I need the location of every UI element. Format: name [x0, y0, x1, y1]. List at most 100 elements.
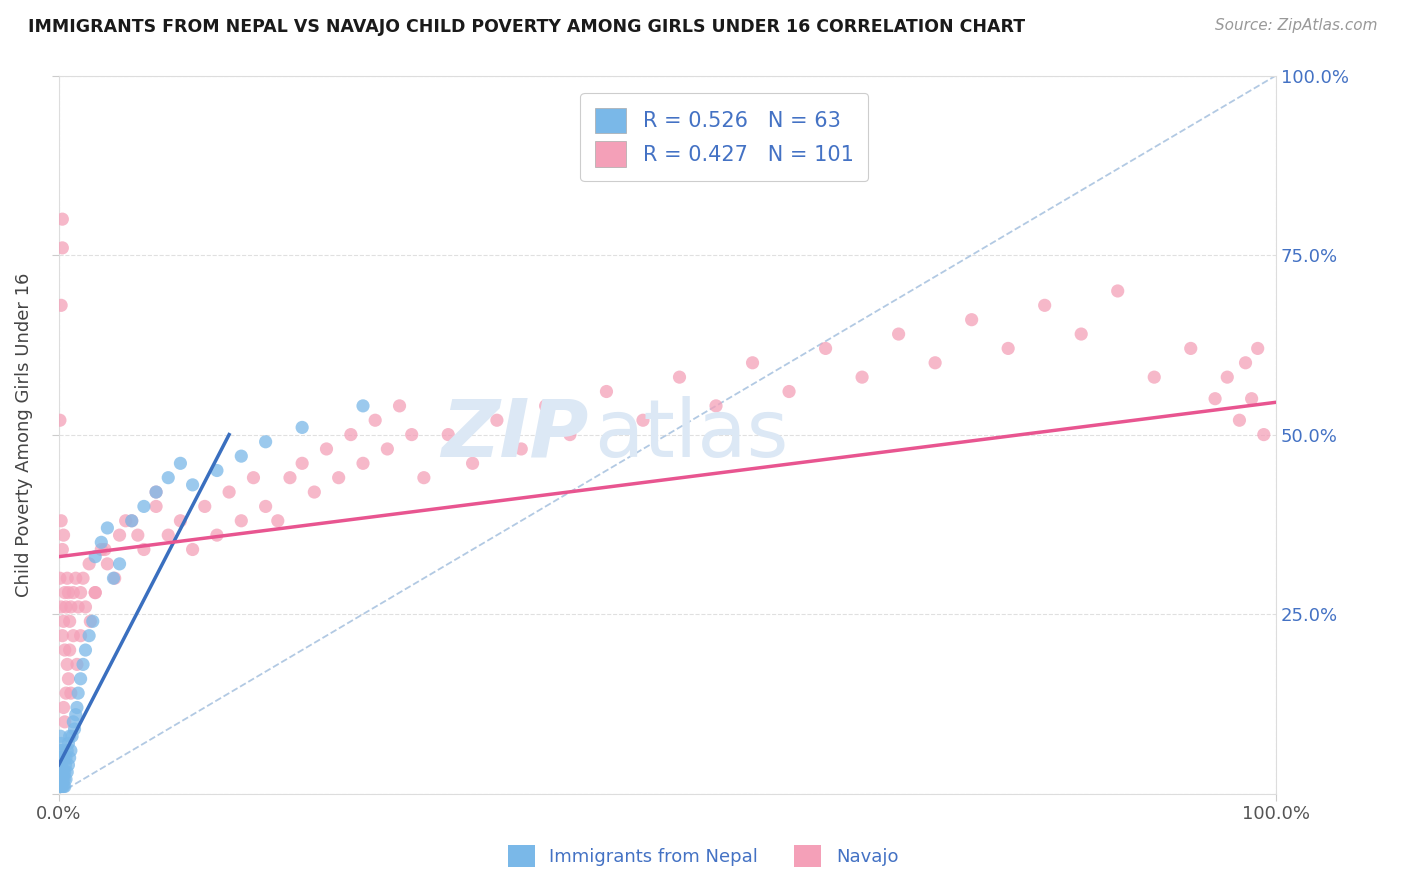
Point [205, 528, 228, 542]
Point [96, 557, 118, 571]
Point [121, 514, 143, 528]
Point [388, 399, 411, 413]
Point [55, 686, 77, 700]
Point [49, 780, 72, 794]
Point [461, 456, 484, 470]
Point [51, 780, 73, 794]
Point [49, 751, 72, 765]
Legend: R = 0.526   N = 63, R = 0.427   N = 101: R = 0.526 N = 63, R = 0.427 N = 101 [581, 93, 869, 181]
Point [401, 427, 423, 442]
Point [704, 399, 727, 413]
Point [352, 399, 374, 413]
Point [145, 500, 167, 514]
Point [103, 571, 125, 585]
Point [231, 514, 253, 528]
Point [169, 514, 191, 528]
Point [63, 722, 86, 736]
Point [315, 442, 337, 456]
Point [558, 427, 581, 442]
Point [121, 514, 143, 528]
Point [267, 514, 290, 528]
Point [69, 672, 91, 686]
Point [778, 384, 800, 399]
Point [181, 478, 204, 492]
Point [65, 707, 87, 722]
Point [1180, 342, 1202, 356]
Point [52, 765, 75, 780]
Point [48, 772, 70, 787]
Point [49, 758, 72, 772]
Point [437, 427, 460, 442]
Point [52, 528, 75, 542]
Point [52, 772, 75, 787]
Point [412, 471, 434, 485]
Point [51, 743, 73, 757]
Point [254, 434, 277, 449]
Point [55, 751, 77, 765]
Point [69, 629, 91, 643]
Point [377, 442, 399, 456]
Point [291, 420, 314, 434]
Point [510, 442, 533, 456]
Text: ZIP: ZIP [441, 395, 588, 474]
Point [127, 528, 149, 542]
Point [53, 714, 76, 729]
Point [132, 500, 155, 514]
Text: IMMIGRANTS FROM NEPAL VS NAVAJO CHILD POVERTY AMONG GIRLS UNDER 16 CORRELATION C: IMMIGRANTS FROM NEPAL VS NAVAJO CHILD PO… [28, 18, 1025, 36]
Point [62, 585, 84, 599]
Point [108, 557, 131, 571]
Point [49, 514, 72, 528]
Point [218, 485, 240, 500]
Point [181, 542, 204, 557]
Point [65, 571, 87, 585]
Point [1107, 284, 1129, 298]
Point [814, 342, 837, 356]
Point [278, 471, 301, 485]
Point [84, 549, 107, 564]
Point [631, 413, 654, 427]
Point [205, 463, 228, 477]
Point [52, 780, 75, 794]
Point [924, 356, 946, 370]
Point [132, 542, 155, 557]
Point [49, 413, 72, 427]
Point [1253, 427, 1275, 442]
Point [90, 542, 112, 557]
Point [997, 342, 1019, 356]
Point [52, 751, 75, 765]
Point [1247, 342, 1270, 356]
Point [67, 599, 90, 614]
Point [51, 772, 73, 787]
Point [75, 599, 97, 614]
Point [352, 456, 374, 470]
Point [49, 780, 72, 794]
Point [51, 542, 73, 557]
Point [108, 528, 131, 542]
Point [59, 615, 82, 629]
Point [59, 686, 82, 700]
Point [145, 485, 167, 500]
Point [59, 751, 82, 765]
Point [67, 686, 90, 700]
Point [96, 521, 118, 535]
Point [56, 571, 79, 585]
Point [157, 471, 180, 485]
Point [59, 743, 82, 757]
Point [668, 370, 690, 384]
Point [51, 212, 73, 227]
Point [194, 500, 217, 514]
Point [114, 514, 136, 528]
Point [1229, 413, 1251, 427]
Point [1240, 392, 1263, 406]
Point [55, 758, 77, 772]
Point [49, 571, 72, 585]
Point [49, 758, 72, 772]
Point [960, 312, 983, 326]
Point [1143, 370, 1166, 384]
Point [51, 751, 73, 765]
Point [53, 780, 76, 794]
Point [84, 585, 107, 599]
Point [1070, 327, 1092, 342]
Point [51, 765, 73, 780]
Point [79, 615, 101, 629]
